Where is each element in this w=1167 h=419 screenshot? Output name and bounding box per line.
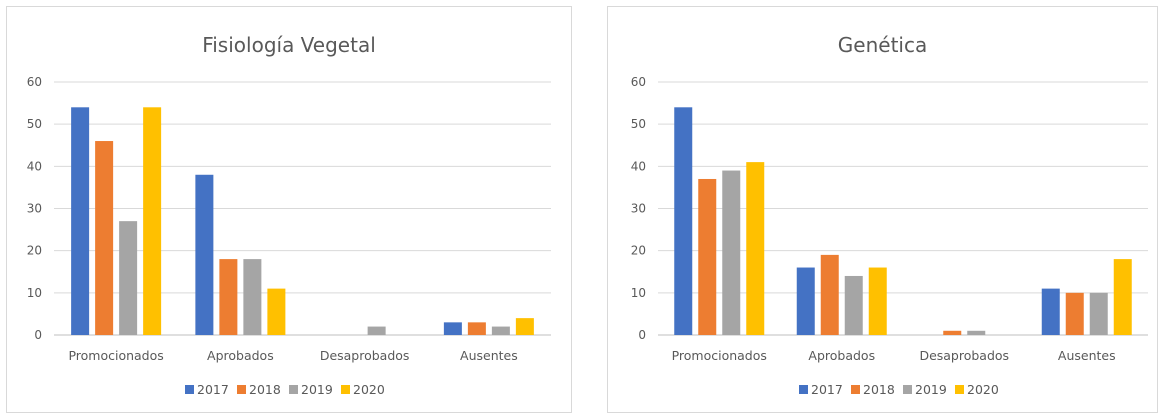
y-tick-label: 30: [27, 202, 42, 216]
legend-swatch-2017: [799, 385, 808, 394]
bar-promocionados-2020: [746, 162, 765, 335]
y-tick-label: 10: [631, 286, 646, 300]
legend-label: 2020: [967, 382, 999, 397]
bar-promocionados-2019: [722, 170, 741, 335]
legend-swatch-2020: [341, 385, 350, 394]
legend-label: 2018: [249, 382, 281, 397]
bar-aprobados-2018: [820, 254, 839, 335]
legend-swatch-2020: [955, 385, 964, 394]
bar-aprobados-2019: [844, 275, 863, 335]
bar-aprobados-2017: [796, 267, 815, 335]
category-label: Desaprobados: [320, 348, 410, 363]
chart-panel-fisiologia-vegetal: Fisiología Vegetal 0 10 20 30 40 50 60 Promocion…: [6, 6, 572, 413]
bar-ausentes-2020: [1113, 259, 1132, 335]
chart-panel-genetica: Genética 0 10 20 30 40 50 60 Promocionados Aproba…: [607, 6, 1158, 413]
category-label: Promocionados: [68, 348, 163, 363]
y-tick-label: 50: [631, 117, 646, 131]
y-tick-label: 50: [27, 117, 42, 131]
y-tick-label: 0: [34, 328, 42, 342]
legend-label: 2018: [863, 382, 895, 397]
y-tick-label: 0: [638, 328, 646, 342]
bar-ausentes-2020: [515, 318, 534, 335]
bar-promocionados-2018: [698, 178, 717, 335]
bar-desaprobados-2018: [943, 330, 962, 335]
y-tick-label: 10: [27, 286, 42, 300]
y-tick-label: 30: [631, 202, 646, 216]
legend-swatch-2019: [903, 385, 912, 394]
legend-label: 2020: [353, 382, 385, 397]
category-label: Promocionados: [672, 348, 767, 363]
bar-promocionados-2017: [71, 107, 90, 335]
bar-ausentes-2019: [1089, 292, 1108, 335]
bar-promocionados-2017: [674, 107, 693, 335]
y-tick-label: 60: [631, 75, 646, 89]
bar-ausentes-2018: [1065, 292, 1084, 335]
bar-ausentes-2017: [1041, 288, 1060, 335]
chart-title: Fisiología Vegetal: [202, 33, 376, 57]
category-label: Ausentes: [1058, 348, 1116, 363]
bar-aprobados-2018: [219, 259, 238, 335]
y-tick-label: 60: [27, 75, 42, 89]
y-tick-label: 40: [631, 159, 646, 173]
legend-swatch-2018: [237, 385, 246, 394]
y-tick-label: 20: [631, 244, 646, 258]
bar-aprobados-2020: [267, 288, 286, 335]
legend-swatch-2017: [185, 385, 194, 394]
bar-aprobados-2017: [195, 174, 214, 335]
bar-ausentes-2018: [467, 322, 486, 335]
chart-title: Genética: [838, 33, 927, 57]
bar-aprobados-2020: [868, 267, 887, 335]
bar-desaprobados-2019: [367, 326, 386, 335]
y-tick-label: 40: [27, 159, 42, 173]
legend-label: 2019: [915, 382, 947, 397]
legend-label: 2017: [811, 382, 843, 397]
legend-label: 2019: [301, 382, 333, 397]
category-label: Ausentes: [460, 348, 518, 363]
legend-swatch-2018: [851, 385, 860, 394]
bar-promocionados-2019: [119, 221, 138, 335]
category-label: Aprobados: [207, 348, 274, 363]
chart-fisiologia-vegetal: Fisiología Vegetal 0 10 20 30 40 50 60 Promocion…: [27, 33, 551, 397]
chart-genetica: Genética 0 10 20 30 40 50 60 Promocionados Aproba…: [631, 33, 1148, 397]
bar-aprobados-2019: [243, 259, 262, 335]
bar-ausentes-2019: [491, 326, 510, 335]
bar-promocionados-2020: [143, 107, 162, 335]
bar-ausentes-2017: [443, 322, 462, 335]
category-label: Aprobados: [808, 348, 875, 363]
legend-swatch-2019: [289, 385, 298, 394]
category-label: Desaprobados: [919, 348, 1009, 363]
bar-promocionados-2018: [95, 141, 114, 335]
legend-label: 2017: [197, 382, 229, 397]
bar-desaprobados-2019: [967, 330, 986, 335]
y-tick-label: 20: [27, 244, 42, 258]
